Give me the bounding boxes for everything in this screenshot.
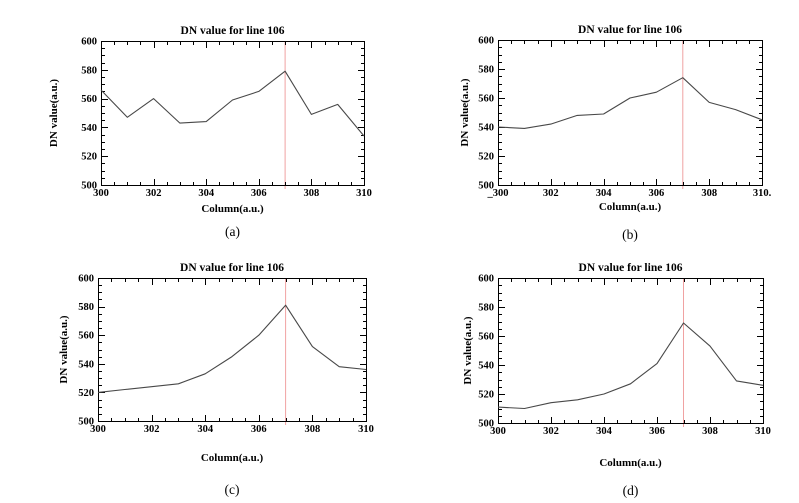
chart-title: DN value for line 106 (181, 25, 285, 37)
y-tick-label: 600 (81, 37, 97, 48)
y-tick-label: 560 (81, 94, 97, 105)
x-tick-label: 300 (490, 426, 506, 437)
y-tick-label: 520 (81, 152, 97, 163)
y-axis-label: DN value(a.u.) (459, 78, 471, 146)
plot-box (498, 278, 764, 424)
x-tick-label: 302 (146, 188, 162, 199)
x-tick-label: 310 (356, 188, 372, 199)
y-tick-label: 600 (478, 274, 494, 285)
y-tick-label: 580 (478, 303, 494, 314)
plot-box (498, 40, 763, 186)
y-tick-label: 500 (81, 181, 97, 192)
x-tick-label: 302 (144, 424, 160, 435)
x-tick-label: 306 (251, 424, 267, 435)
data-line (497, 77, 763, 129)
x-tick-label: 306 (649, 188, 665, 199)
plot-box (98, 278, 367, 422)
y-tick-label: 500 (78, 417, 94, 428)
data-line (100, 70, 365, 137)
x-tick-label: 300 (90, 424, 106, 435)
panel-caption: (a) (225, 224, 240, 239)
y-tick-label: 500 (478, 419, 494, 430)
y-tick-label: 540 (478, 123, 494, 134)
x-tick-label: 304 (198, 188, 215, 199)
y-tick-label: 520 (478, 152, 494, 163)
y-tick-label: 560 (478, 94, 494, 105)
chart-title: DN value for line 106 (180, 262, 284, 274)
y-tick-label: 540 (81, 123, 97, 134)
chart-d: 300 302 304 306 308 310 500 520 540 560 580 600 DN v… (400, 250, 799, 503)
x-tick-label: 310 (755, 426, 771, 437)
y-tick-label: 520 (78, 388, 94, 399)
y-tick-label: 540 (78, 359, 94, 370)
x-tick-label: 304 (596, 188, 613, 199)
chart-title: DN value for line 106 (578, 24, 682, 36)
data-line (97, 304, 367, 393)
x-axis-label: Column(a.u.) (599, 201, 662, 213)
chart-d-svg: 300 302 304 306 308 310 500 520 540 560 580 600 DN v… (462, 262, 771, 498)
chart-title: DN value for line 106 (579, 262, 683, 274)
x-tick-label: 302 (543, 426, 559, 437)
x-axis-label: Column(a.u.) (201, 452, 264, 464)
chart-c-svg: 300 302 304 306 308 310 500 520 540 560 580 600 DN v… (58, 262, 374, 497)
panel-caption: (d) (623, 483, 639, 498)
x-tick-label: 308 (701, 188, 717, 199)
plot-box (101, 41, 365, 186)
chart-a-svg: 300 302 304 306 308 310 500 520 540 560 580 600 DN v… (48, 25, 372, 239)
x-tick-label: 306 (649, 426, 665, 437)
y-tick-label: 600 (78, 274, 94, 285)
y-tick-label: 580 (81, 65, 97, 76)
y-tick-label: 560 (478, 332, 494, 343)
y-tick-label: 520 (478, 390, 494, 401)
x-tick-label: 300 (93, 188, 109, 199)
y-axis-label: DN value(a.u.) (462, 316, 474, 384)
panel-caption: (b) (622, 227, 638, 242)
y-tick-label: 540 (478, 361, 494, 372)
y-tick-label: 600 (478, 36, 494, 47)
x-tick-label: 304 (197, 424, 214, 435)
chart-c: 300 302 304 306 308 310 500 520 540 560 580 600 DN v… (0, 250, 400, 503)
y-tick-label: 500 (478, 181, 494, 192)
chart-b-svg: _300 302 304 306 308 310. 500 520 540 560 580 600 DN… (459, 24, 772, 242)
y-tick-label: 580 (78, 302, 94, 313)
x-axis-label: Column(a.u.) (599, 457, 662, 469)
x-tick-label: 308 (304, 188, 320, 199)
x-axis-label: Column(a.u.) (201, 203, 264, 215)
y-tick-label: 560 (78, 331, 94, 342)
x-tick-label: 310 (358, 424, 374, 435)
x-tick-label: 302 (543, 188, 559, 199)
x-tick-label: 304 (596, 426, 613, 437)
x-tick-label: 310. (753, 188, 772, 199)
y-axis-label: DN value(a.u.) (58, 315, 70, 383)
chart-b: _300 302 304 306 308 310. 500 520 540 560 580 600 DN… (400, 0, 799, 250)
x-tick-label: 308 (702, 426, 718, 437)
x-tick-label: 306 (251, 188, 267, 199)
chart-a: 300 302 304 306 308 310 500 520 540 560 580 600 DN v… (0, 0, 400, 250)
x-tick-label: _300 (487, 188, 509, 199)
data-line (497, 322, 764, 410)
y-tick-label: 580 (478, 65, 494, 76)
panel-caption: (c) (225, 482, 240, 497)
y-axis-label: DN value(a.u.) (48, 79, 60, 147)
x-tick-label: 308 (305, 424, 321, 435)
